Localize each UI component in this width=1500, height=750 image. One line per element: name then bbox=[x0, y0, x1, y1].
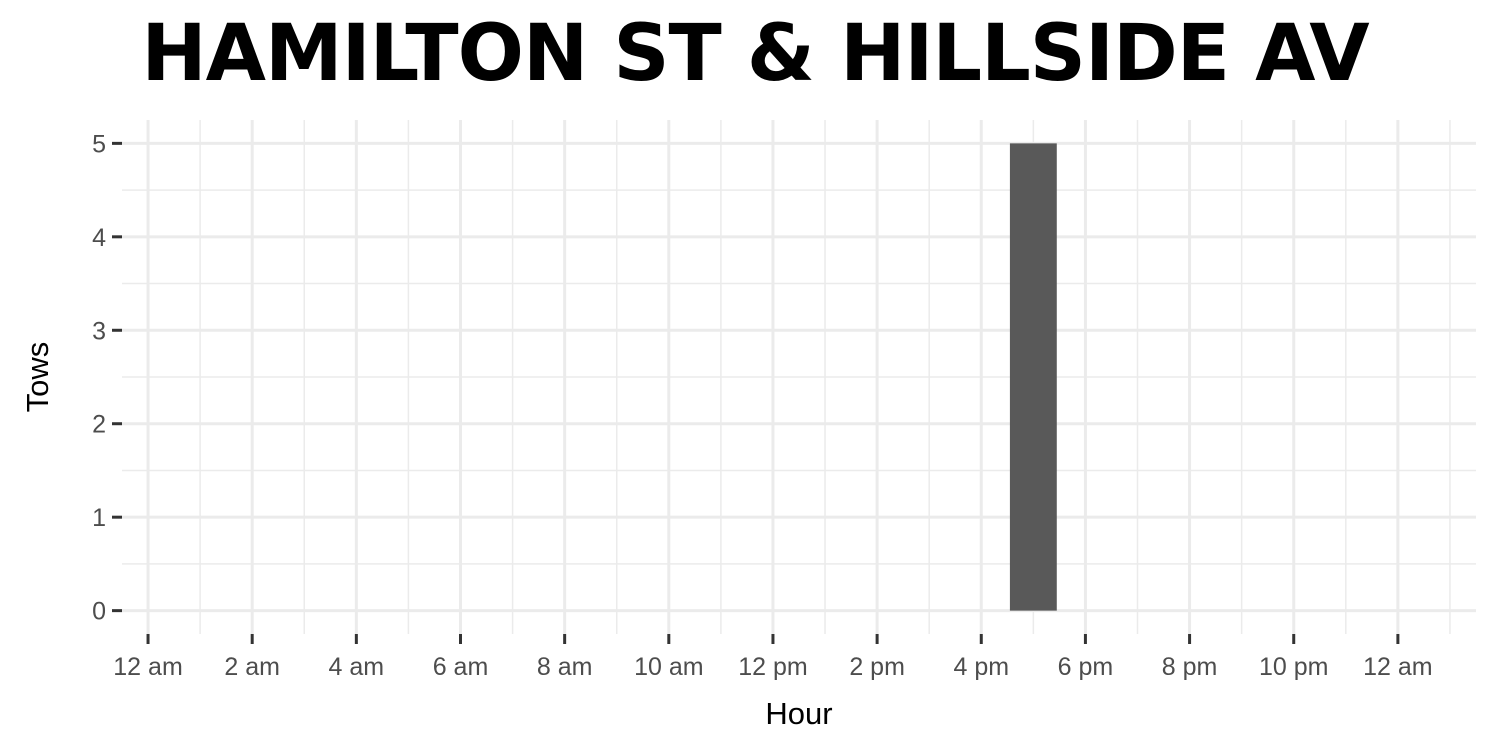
x-tick-label: 8 pm bbox=[1162, 653, 1218, 681]
x-tick-label: 10 am bbox=[634, 653, 703, 681]
y-tick-label: 1 bbox=[92, 504, 106, 532]
x-tick-label: 4 am bbox=[329, 653, 385, 681]
x-tick-label: 8 am bbox=[537, 653, 593, 681]
bars bbox=[1009, 143, 1057, 611]
x-tick-label: 2 am bbox=[224, 653, 280, 681]
x-tick-label: 12 am bbox=[1363, 653, 1432, 681]
grid-lines bbox=[122, 120, 1476, 634]
x-tick-label: 2 pm bbox=[849, 653, 905, 681]
x-axis-title: Hour bbox=[765, 696, 832, 731]
axis-ticks bbox=[112, 141, 1400, 644]
x-tick-label: 4 pm bbox=[953, 653, 1009, 681]
y-tick-label: 5 bbox=[92, 130, 106, 158]
x-tick-label: 10 pm bbox=[1259, 653, 1328, 681]
x-tick-label: 6 pm bbox=[1058, 653, 1114, 681]
x-tick-label: 12 am bbox=[113, 653, 182, 681]
y-tick-label: 4 bbox=[92, 224, 106, 252]
chart-title: HAMILTON ST & HILLSIDE AV bbox=[141, 9, 1369, 99]
x-tick-label: 6 am bbox=[433, 653, 489, 681]
y-tick-label: 0 bbox=[92, 598, 106, 626]
y-axis-title: Tows bbox=[20, 342, 55, 413]
tick-labels: 12 am 2 am 4 am 6 am 8 am 10 am 12 pm 2 pm 4 pm 6… bbox=[92, 130, 1433, 681]
y-tick-label: 2 bbox=[92, 411, 106, 439]
bar-hour-17 bbox=[1009, 143, 1057, 611]
y-tick-label: 3 bbox=[92, 317, 106, 345]
x-tick-label: 12 pm bbox=[738, 653, 807, 681]
